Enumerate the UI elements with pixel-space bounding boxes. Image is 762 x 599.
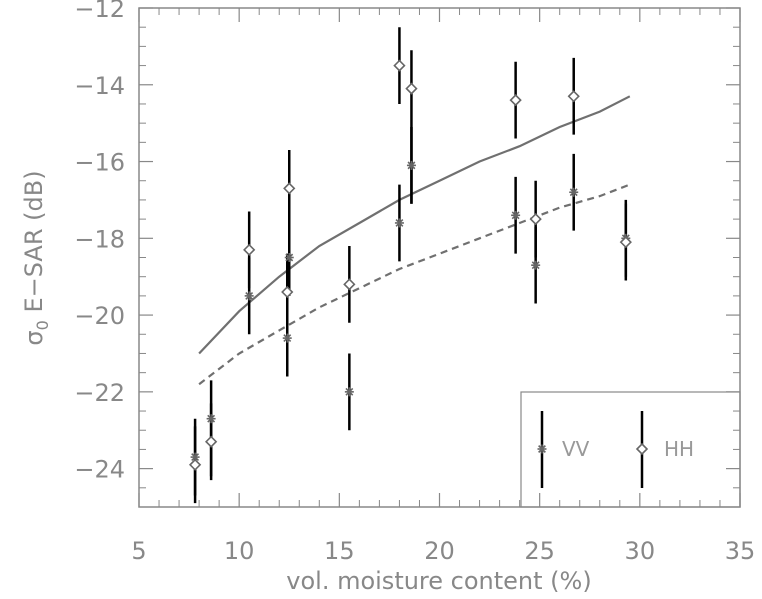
x-tick-label: 25 — [524, 537, 555, 565]
x-tick-label: 15 — [324, 537, 355, 565]
hh-point — [243, 243, 256, 256]
y-axis-title-rest: E−SAR (dB) — [20, 170, 48, 320]
fit-curves — [198, 95, 631, 386]
y-tick-label: −18 — [74, 225, 125, 253]
x-tick-label: 30 — [625, 537, 656, 565]
legend-vv-label: VV — [562, 437, 590, 461]
hh-point — [619, 236, 632, 249]
axis-ticks — [138, 7, 741, 508]
legend-box — [520, 391, 741, 508]
vv-point — [394, 218, 404, 228]
plot-frame — [138, 7, 741, 508]
legend-vv-symbol — [537, 444, 547, 454]
hh-point — [567, 90, 580, 103]
hh-point — [393, 59, 406, 72]
vv-point — [244, 291, 254, 301]
vv-point — [569, 187, 579, 197]
vv-point — [282, 333, 292, 343]
vv-point — [406, 160, 416, 170]
y-tick-label: −20 — [74, 302, 125, 330]
vv-point — [206, 414, 216, 424]
x-tick-label: 35 — [725, 537, 756, 565]
y-tick-label: −24 — [74, 456, 125, 484]
x-tick-label: 20 — [424, 537, 455, 565]
fit-curve-hh — [198, 95, 631, 355]
vv-point — [511, 210, 521, 220]
y-axis-title-sub: 0 — [33, 320, 52, 330]
hh-point — [343, 278, 356, 291]
legend-hh-marker — [635, 442, 649, 456]
data-markers — [188, 59, 632, 471]
hh-point — [281, 285, 294, 299]
vv-point — [284, 253, 294, 262]
vv-point — [344, 387, 354, 397]
legend-hh-symbol — [635, 442, 649, 456]
legend-vv-marker — [537, 444, 547, 454]
vv-point — [531, 260, 541, 270]
y-axis-title-sigma: σ — [20, 330, 48, 345]
hh-point — [509, 93, 522, 107]
y-tick-label: −12 — [74, 0, 125, 23]
x-tick-label: 10 — [224, 537, 255, 565]
x-tick-label: 5 — [131, 537, 146, 565]
hh-point — [283, 182, 296, 195]
legend: VV HH — [520, 391, 741, 508]
y-axis-title: σ0 E−SAR (dB) — [20, 170, 52, 345]
tick-labels: 5 10 15 20 25 30 35 −24 −22 −20 −18 −16 −14 −12 — [74, 0, 755, 565]
hh-point — [204, 435, 218, 448]
hh-point — [188, 458, 202, 471]
fit-curve-vv — [198, 183, 631, 386]
y-tick-label: −22 — [74, 379, 125, 407]
y-tick-label: −16 — [74, 149, 125, 177]
y-tick-label: −14 — [74, 72, 125, 100]
x-axis-title: vol. moisture content (%) — [286, 567, 591, 595]
legend-hh-label: HH — [664, 437, 694, 461]
hh-point — [529, 212, 542, 226]
hh-point — [405, 82, 418, 95]
